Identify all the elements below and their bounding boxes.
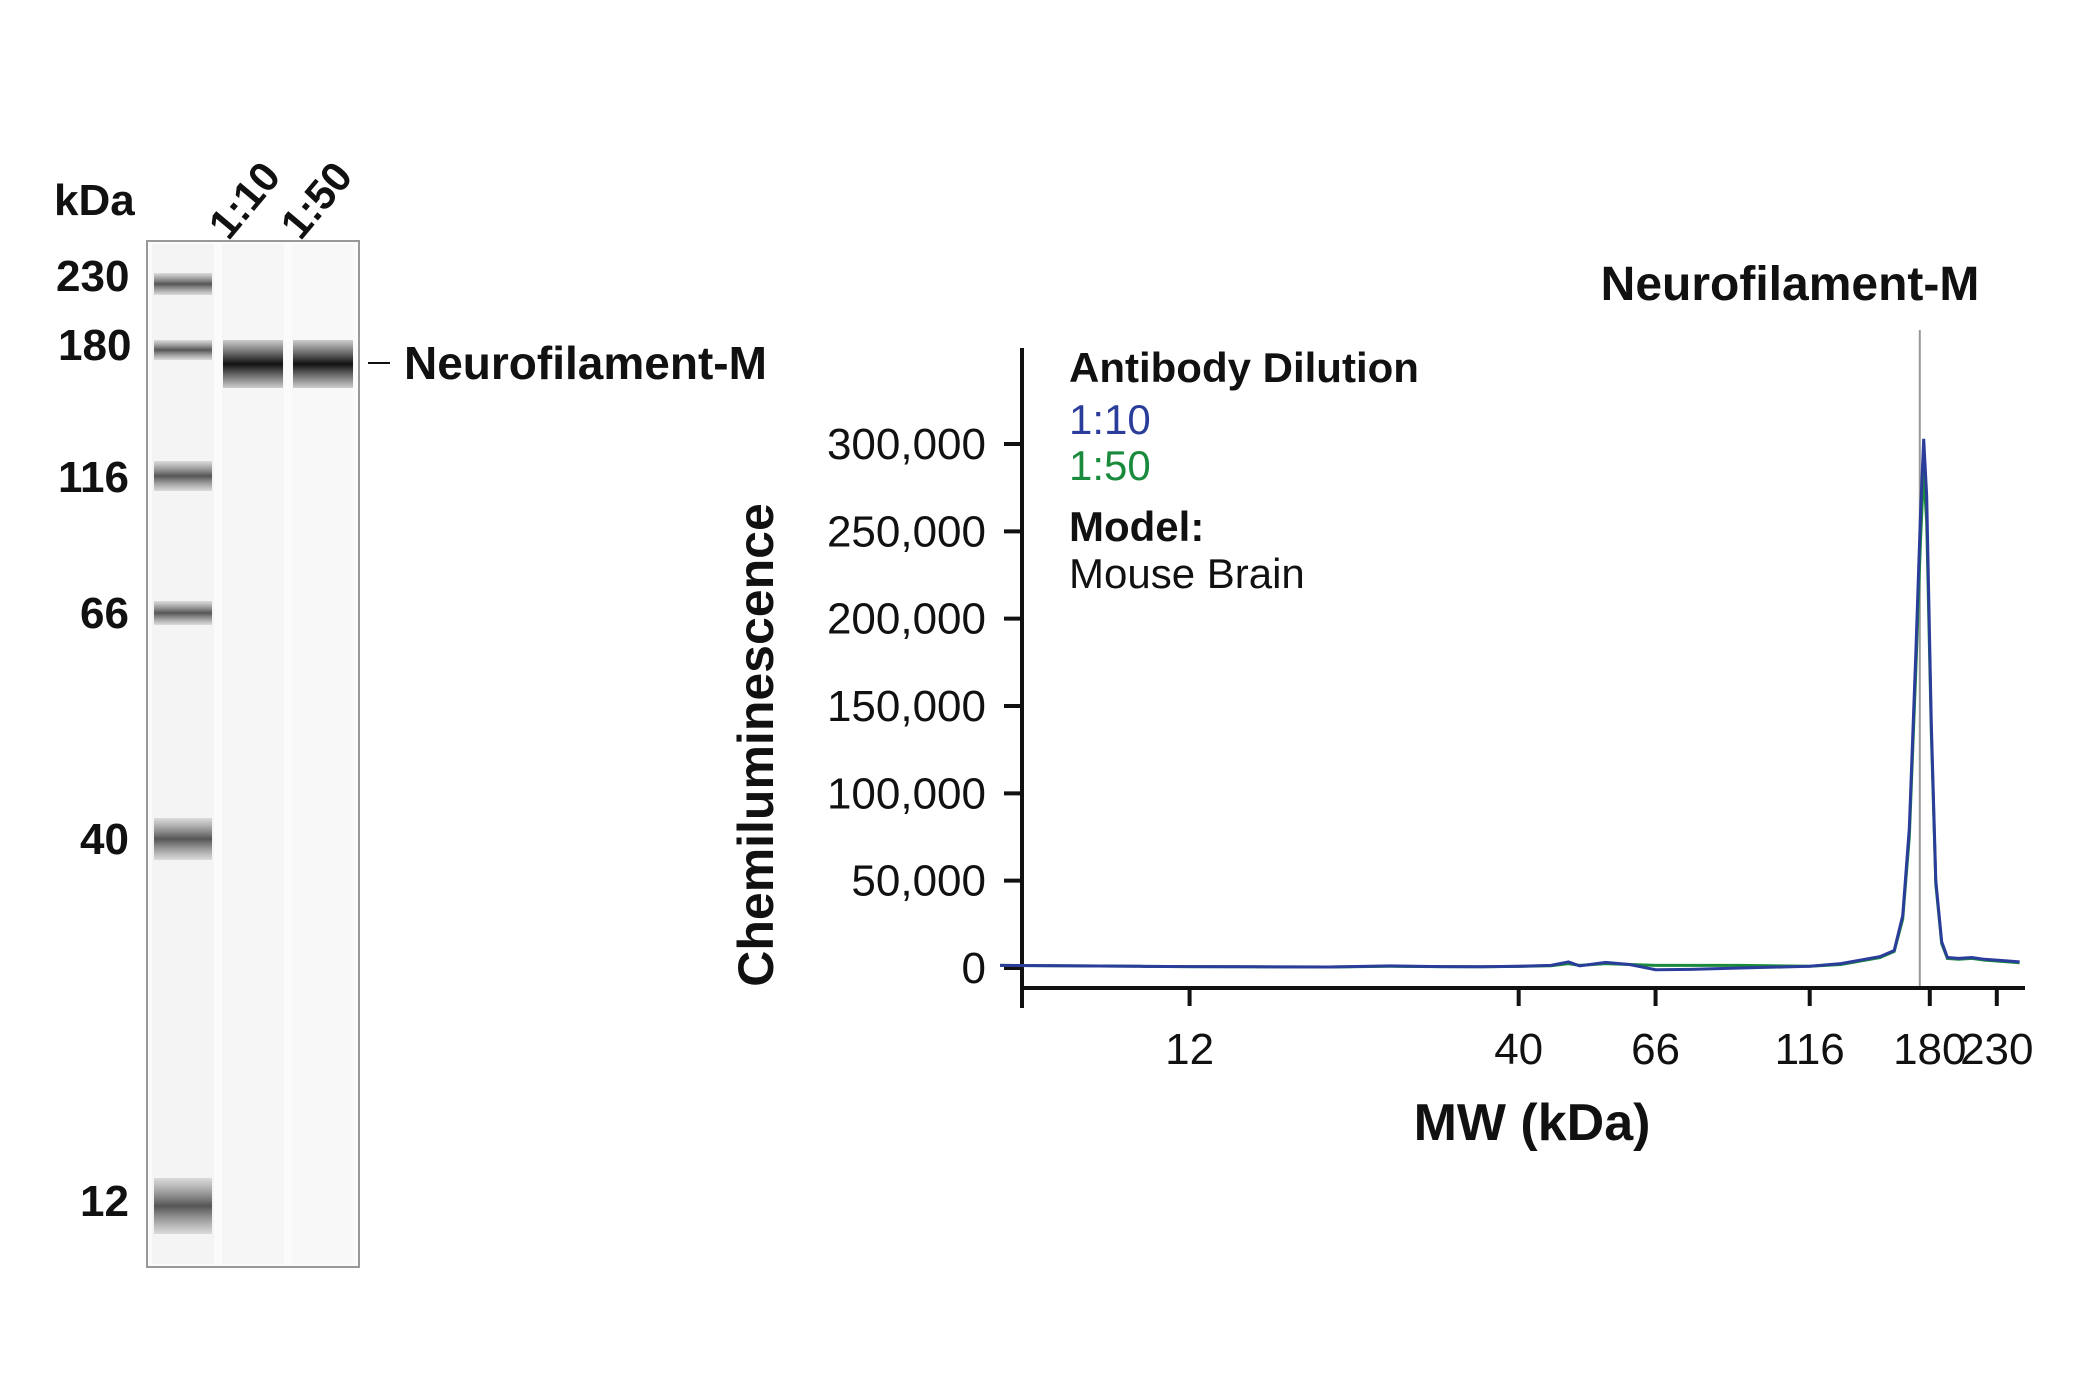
ladder-lane — [152, 244, 214, 1264]
y-tick-label: 150,000 — [827, 682, 986, 731]
legend-series-2: 1:50 — [1069, 442, 1151, 489]
ladder-band-40 — [154, 818, 212, 860]
y-tick-label: 200,000 — [827, 595, 986, 644]
ladder-band-230 — [154, 273, 212, 295]
gel-band-label: Neurofilament-M — [404, 337, 767, 389]
sample-band-2 — [293, 340, 353, 388]
marker-label-116: 116 — [58, 453, 129, 502]
x-tick-label: 66 — [1631, 1025, 1680, 1074]
x-tick-label: 116 — [1775, 1025, 1845, 1074]
legend-model-heading: Model: — [1069, 503, 1204, 550]
marker-label-12: 12 — [80, 1177, 129, 1226]
gel-image — [146, 240, 360, 1268]
y-axis-label: Chemiluminescence — [728, 503, 784, 987]
series-layer — [1000, 438, 2020, 972]
ladder-band-66 — [154, 601, 212, 625]
marker-label-66: 66 — [80, 589, 129, 638]
legend-heading: Antibody Dilution — [1069, 344, 1419, 391]
gel-unit-label: kDa — [54, 176, 135, 225]
x-tick-label: 180 — [1893, 1025, 1966, 1074]
sample-band-1 — [223, 340, 283, 388]
marker-label-230: 230 — [56, 252, 130, 301]
y-tick-label: 300,000 — [827, 420, 986, 469]
y-tick-label: 0 — [962, 944, 986, 993]
sample-lane-1 — [222, 244, 284, 1264]
ladder-band-180 — [154, 340, 212, 360]
x-tick-label: 230 — [1960, 1025, 2033, 1074]
marker-label-180: 180 — [58, 321, 132, 370]
x-axis-label: MW (kDa) — [1414, 1094, 1651, 1152]
sample-lane-2 — [292, 244, 354, 1264]
y-tick-label: 250,000 — [827, 507, 986, 556]
legend-series-1: 1:10 — [1069, 396, 1151, 443]
band-pointer-line — [368, 362, 390, 364]
chart-title: Neurofilament-M — [1601, 258, 1980, 311]
ladder-band-12 — [154, 1178, 212, 1234]
x-tick-label: 12 — [1165, 1025, 1214, 1074]
series-line-1 — [1000, 438, 2020, 972]
y-tick-label: 50,000 — [851, 857, 986, 906]
legend-model-value: Mouse Brain — [1069, 550, 1305, 597]
marker-label-40: 40 — [80, 815, 129, 864]
y-tick-label: 100,000 — [827, 769, 986, 818]
ladder-band-116 — [154, 461, 212, 491]
x-tick-label: 40 — [1494, 1025, 1543, 1074]
chart-axes: 0 50,000 100,000 150,000 200,000 250,000 300,0… — [827, 330, 2034, 1074]
